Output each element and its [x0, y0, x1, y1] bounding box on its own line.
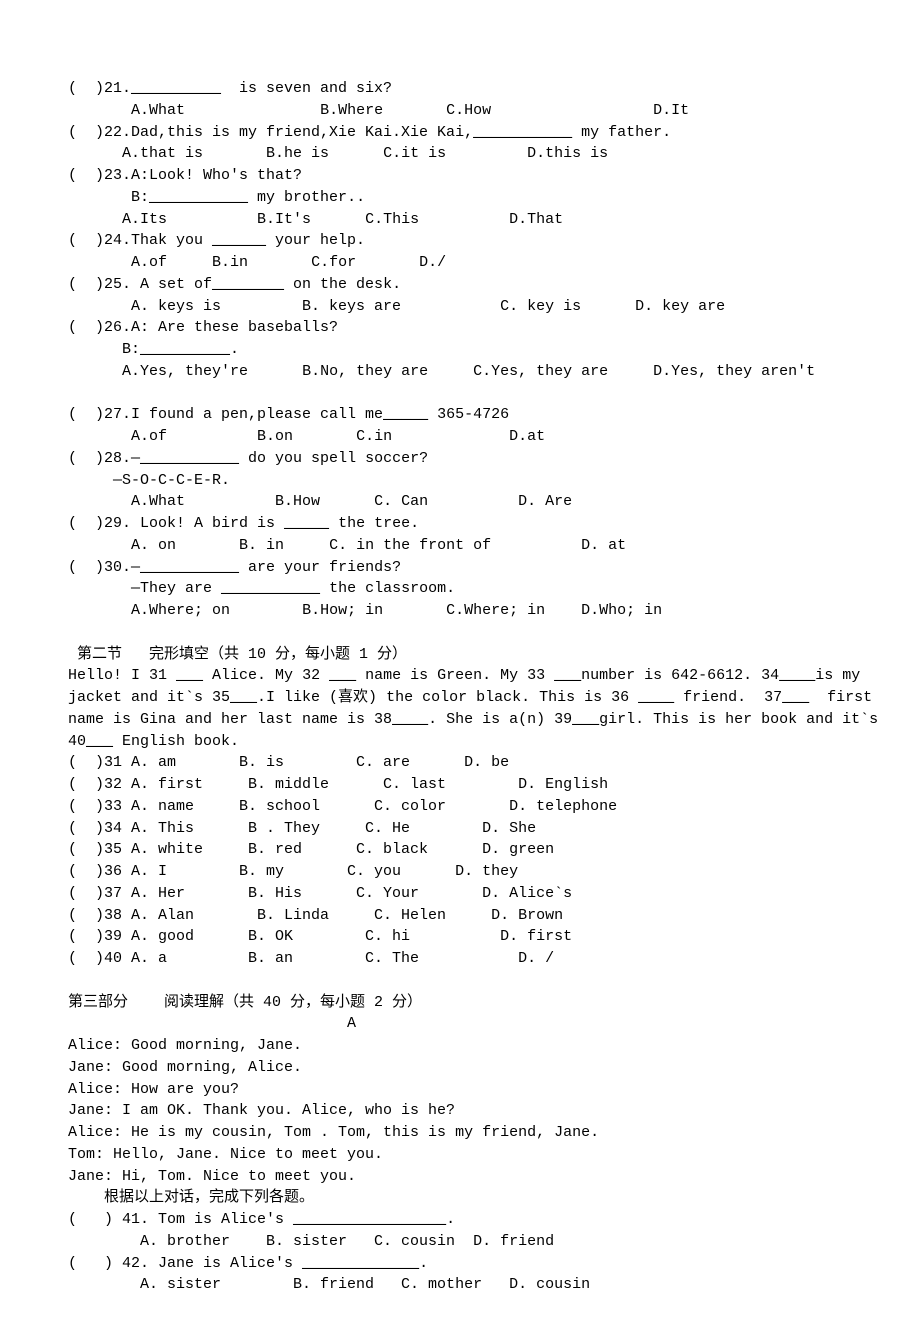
q24-options: A.of B.in C.for D./	[68, 252, 852, 274]
o35: ( )35 A. white B. red C. black D. green	[68, 839, 852, 861]
q28-options: A.What B.How C. Can D. Are	[68, 491, 852, 513]
q23-options: A.Its B.It's C.This D.That	[68, 209, 852, 231]
blank-line	[68, 383, 852, 405]
o40: ( )40 A. a B. an C. The D. /	[68, 948, 852, 970]
q21-stem: ( )21.__________ is seven and six?	[68, 78, 852, 100]
q30-options: A.Where; on B.How; in C.Where; in D.Who;…	[68, 600, 852, 622]
q22-stem: ( )22.Dad,this is my friend,Xie Kai.Xie …	[68, 122, 852, 144]
q42-stem: ( ) 42. Jane is Alice's _____________.	[68, 1253, 852, 1275]
q26-stem1: ( )26.A: Are these baseballs?	[68, 317, 852, 339]
blank2	[68, 970, 852, 992]
q21-options: A.What B.Where C.How D.It	[68, 100, 852, 122]
reading-l2: Jane: Good morning, Alice.	[68, 1057, 852, 1079]
reading-l1: Alice: Good morning, Jane.	[68, 1035, 852, 1057]
q28-line2: —S-O-C-C-E-R.	[68, 470, 852, 492]
q30-line2: —They are ___________ the classroom.	[68, 578, 852, 600]
q42-options: A. sister B. friend C. mother D. cousin	[68, 1274, 852, 1296]
q41-stem: ( ) 41. Tom is Alice's _________________…	[68, 1209, 852, 1231]
o32: ( )32 A. first B. middle C. last D. Engl…	[68, 774, 852, 796]
q23-stem1: ( )23.A:Look! Who's that?	[68, 165, 852, 187]
q25-stem: ( )25. A set of________ on the desk.	[68, 274, 852, 296]
q30-stem: ( )30.—___________ are your friends?	[68, 557, 852, 579]
q41-options: A. brother B. sister C. cousin D. friend	[68, 1231, 852, 1253]
o36: ( )36 A. I B. my C. you D. they	[68, 861, 852, 883]
o34: ( )34 A. This B . They C. He D. She	[68, 818, 852, 840]
cloze-title: 第二节 完形填空（共 10 分，每小题 1 分）	[68, 644, 852, 666]
q26-options: A.Yes, they're B.No, they are C.Yes, the…	[68, 361, 852, 383]
o38: ( )38 A. Alan B. Linda C. Helen D. Brown	[68, 905, 852, 927]
cloze-p1: Hello! I 31 ___ Alice. My 32 ___ name is…	[68, 665, 852, 687]
o31: ( )31 A. am B. is C. are D. be	[68, 752, 852, 774]
reading-l4: Jane: I am OK. Thank you. Alice, who is …	[68, 1100, 852, 1122]
q26-stem2: B:__________.	[68, 339, 852, 361]
q27-stem: ( )27.I found a pen,please call me_____ …	[68, 404, 852, 426]
blank	[68, 622, 852, 644]
q25-options: A. keys is B. keys are C. key is D. key …	[68, 296, 852, 318]
reading-instr: 根据以上对话，完成下列各题。	[68, 1187, 852, 1209]
o37: ( )37 A. Her B. His C. Your D. Alice`s	[68, 883, 852, 905]
reading-label: A	[68, 1013, 852, 1035]
reading-title: 第三部分 阅读理解（共 40 分，每小题 2 分）	[68, 992, 852, 1014]
q22-options: A.that is B.he is C.it is D.this is	[68, 143, 852, 165]
reading-l6: Tom: Hello, Jane. Nice to meet you.	[68, 1144, 852, 1166]
reading-l5: Alice: He is my cousin, Tom . Tom, this …	[68, 1122, 852, 1144]
q27-options: A.of B.on C.in D.at	[68, 426, 852, 448]
q29-stem: ( )29. Look! A bird is _____ the tree.	[68, 513, 852, 535]
reading-l3: Alice: How are you?	[68, 1079, 852, 1101]
o39: ( )39 A. good B. OK C. hi D. first	[68, 926, 852, 948]
q24-stem: ( )24.Thak you ______ your help.	[68, 230, 852, 252]
q29-options: A. on B. in C. in the front of D. at	[68, 535, 852, 557]
q28-stem: ( )28.—___________ do you spell soccer?	[68, 448, 852, 470]
cloze-p2: jacket and it`s 35___.I like (喜欢) the co…	[68, 687, 852, 709]
reading-l7: Jane: Hi, Tom. Nice to meet you.	[68, 1166, 852, 1188]
q23-stem2: B:___________ my brother..	[68, 187, 852, 209]
o33: ( )33 A. name B. school C. color D. tele…	[68, 796, 852, 818]
cloze-p3: name is Gina and her last name is 38____…	[68, 709, 852, 731]
cloze-p4: 40___ English book.	[68, 731, 852, 753]
